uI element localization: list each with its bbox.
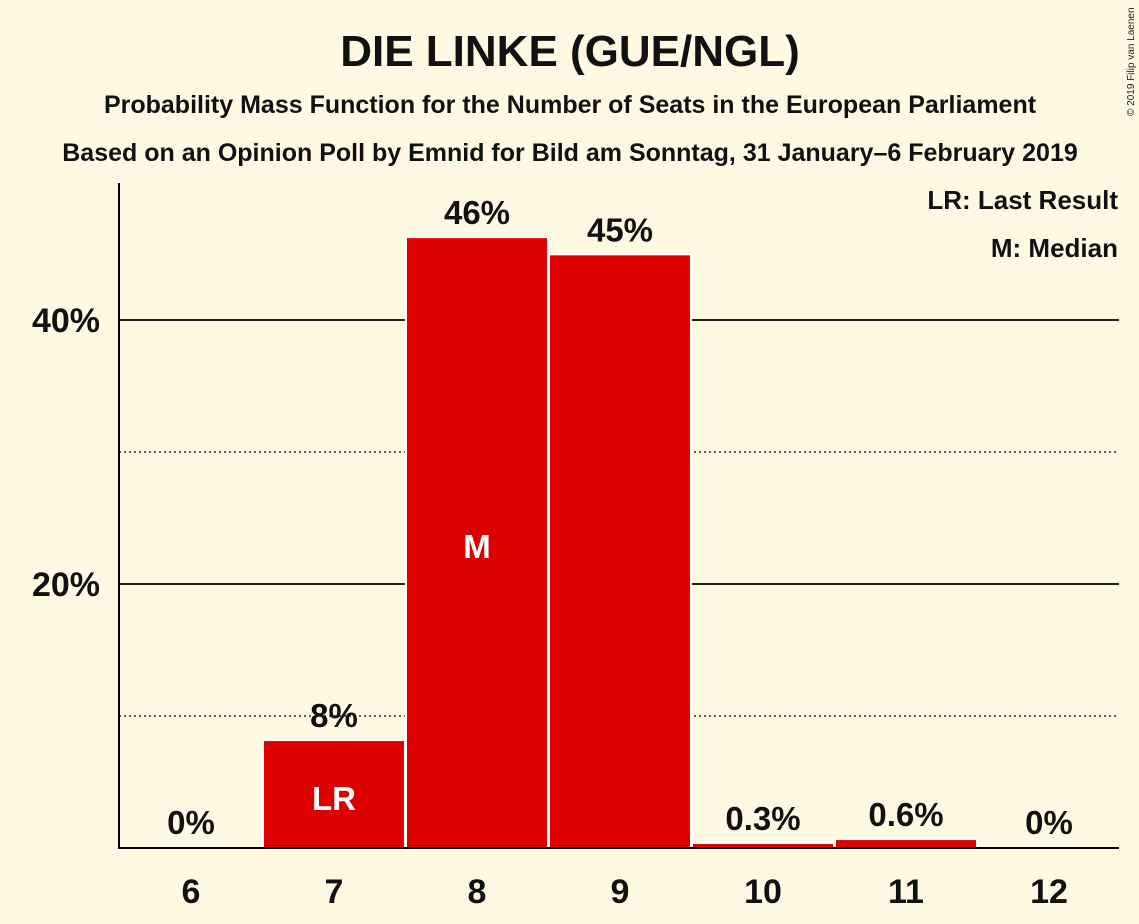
bar-8 [407, 238, 547, 848]
data-label-7: 8% [310, 697, 358, 734]
x-tick-label-10: 10 [744, 873, 782, 911]
x-tick-label-9: 9 [611, 873, 630, 911]
bar-11 [836, 840, 976, 848]
y-axis-tick-labels: 20% 40% [32, 302, 100, 604]
copyright-notice: © 2019 Filip van Laenen [1126, 7, 1137, 116]
data-label-10: 0.3% [725, 800, 800, 837]
x-tick-label-12: 12 [1030, 873, 1068, 911]
legend-median: M: Median [991, 233, 1118, 263]
chart-subtitle-source: Based on an Opinion Poll by Emnid for Bi… [62, 139, 1078, 167]
chart-title: DIE LINKE (GUE/NGL) [340, 27, 800, 76]
bar-annotation-LR: LR [312, 780, 356, 817]
x-tick-label-7: 7 [325, 873, 344, 911]
bar-7 [264, 741, 404, 848]
chart-subtitle: Probability Mass Function for the Number… [104, 91, 1037, 119]
data-label-9: 45% [587, 211, 653, 248]
y-tick-label-20: 20% [32, 566, 100, 604]
x-tick-label-6: 6 [182, 873, 201, 911]
bar-annotation-M: M [463, 528, 491, 565]
legend-last-result: LR: Last Result [927, 185, 1118, 215]
x-axis-tick-labels: 6 7 8 9 10 11 12 [182, 873, 1068, 911]
x-tick-label-11: 11 [888, 873, 924, 911]
data-label-12: 0% [1025, 804, 1073, 841]
bars: 0% 8% LR 46% M 45% 0.3% 0.6% 0% [167, 194, 1073, 848]
x-tick-label-8: 8 [468, 873, 487, 911]
bar-9 [550, 255, 690, 848]
data-label-6: 0% [167, 804, 215, 841]
bar-10 [693, 844, 833, 848]
data-label-8: 46% [444, 194, 510, 231]
data-label-11: 0.6% [868, 796, 943, 833]
y-tick-label-40: 40% [32, 302, 100, 340]
